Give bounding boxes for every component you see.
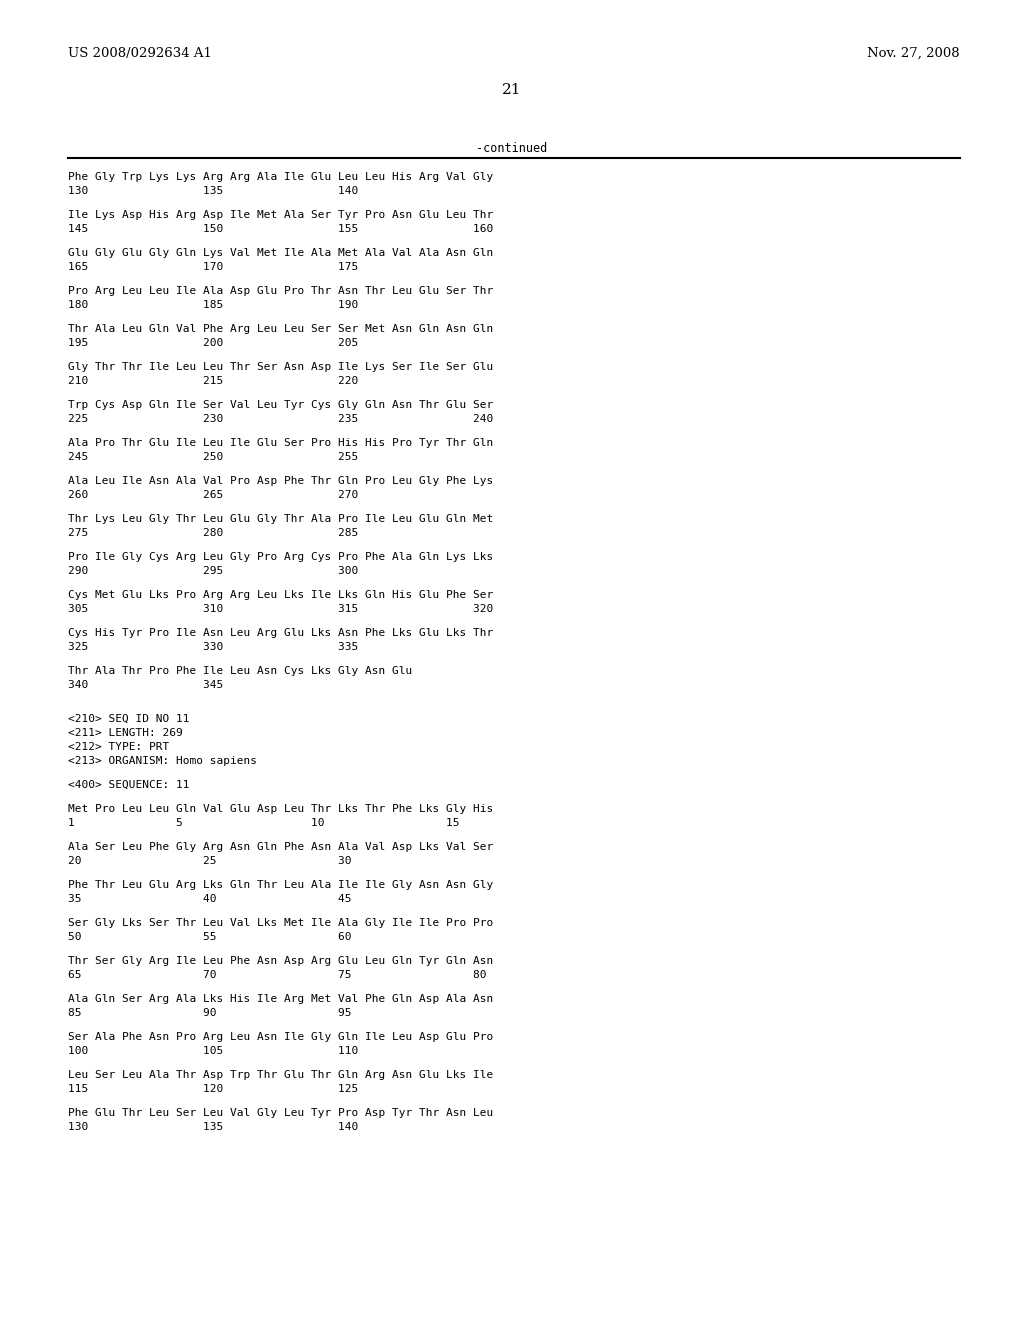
Text: 290                 295                 300: 290 295 300 (68, 566, 358, 576)
Text: 245                 250                 255: 245 250 255 (68, 451, 358, 462)
Text: -continued: -continued (476, 141, 548, 154)
Text: Cys Met Glu Lks Pro Arg Arg Leu Lks Ile Lks Gln His Glu Phe Ser: Cys Met Glu Lks Pro Arg Arg Leu Lks Ile … (68, 590, 494, 601)
Text: Ala Gln Ser Arg Ala Lks His Ile Arg Met Val Phe Gln Asp Ala Asn: Ala Gln Ser Arg Ala Lks His Ile Arg Met … (68, 994, 494, 1005)
Text: Glu Gly Glu Gly Gln Lys Val Met Ile Ala Met Ala Val Ala Asn Gln: Glu Gly Glu Gly Gln Lys Val Met Ile Ala … (68, 248, 494, 257)
Text: 225                 230                 235                 240: 225 230 235 240 (68, 414, 494, 424)
Text: 65                  70                  75                  80: 65 70 75 80 (68, 970, 486, 979)
Text: 165                 170                 175: 165 170 175 (68, 261, 358, 272)
Text: 85                  90                  95: 85 90 95 (68, 1008, 351, 1018)
Text: 305                 310                 315                 320: 305 310 315 320 (68, 605, 494, 614)
Text: Ala Leu Ile Asn Ala Val Pro Asp Phe Thr Gln Pro Leu Gly Phe Lys: Ala Leu Ile Asn Ala Val Pro Asp Phe Thr … (68, 477, 494, 486)
Text: Phe Thr Leu Glu Arg Lks Gln Thr Leu Ala Ile Ile Gly Asn Asn Gly: Phe Thr Leu Glu Arg Lks Gln Thr Leu Ala … (68, 880, 494, 890)
Text: Met Pro Leu Leu Gln Val Glu Asp Leu Thr Lks Thr Phe Lks Gly His: Met Pro Leu Leu Gln Val Glu Asp Leu Thr … (68, 804, 494, 814)
Text: 115                 120                 125: 115 120 125 (68, 1084, 358, 1094)
Text: 35                  40                  45: 35 40 45 (68, 894, 351, 904)
Text: 1               5                   10                  15: 1 5 10 15 (68, 818, 460, 828)
Text: 21: 21 (502, 83, 522, 96)
Text: Phe Gly Trp Lys Lys Arg Arg Ala Ile Glu Leu Leu His Arg Val Gly: Phe Gly Trp Lys Lys Arg Arg Ala Ile Glu … (68, 172, 494, 182)
Text: Leu Ser Leu Ala Thr Asp Trp Thr Glu Thr Gln Arg Asn Glu Lks Ile: Leu Ser Leu Ala Thr Asp Trp Thr Glu Thr … (68, 1071, 494, 1080)
Text: Ala Ser Leu Phe Gly Arg Asn Gln Phe Asn Ala Val Asp Lks Val Ser: Ala Ser Leu Phe Gly Arg Asn Gln Phe Asn … (68, 842, 494, 851)
Text: <212> TYPE: PRT: <212> TYPE: PRT (68, 742, 169, 752)
Text: <213> ORGANISM: Homo sapiens: <213> ORGANISM: Homo sapiens (68, 756, 257, 766)
Text: Gly Thr Thr Ile Leu Leu Thr Ser Asn Asp Ile Lys Ser Ile Ser Glu: Gly Thr Thr Ile Leu Leu Thr Ser Asn Asp … (68, 362, 494, 372)
Text: 20                  25                  30: 20 25 30 (68, 855, 351, 866)
Text: 145                 150                 155                 160: 145 150 155 160 (68, 224, 494, 234)
Text: 180                 185                 190: 180 185 190 (68, 300, 358, 310)
Text: 130                 135                 140: 130 135 140 (68, 1122, 358, 1133)
Text: Thr Ser Gly Arg Ile Leu Phe Asn Asp Arg Glu Leu Gln Tyr Gln Asn: Thr Ser Gly Arg Ile Leu Phe Asn Asp Arg … (68, 956, 494, 966)
Text: 325                 330                 335: 325 330 335 (68, 642, 358, 652)
Text: Ile Lys Asp His Arg Asp Ile Met Ala Ser Tyr Pro Asn Glu Leu Thr: Ile Lys Asp His Arg Asp Ile Met Ala Ser … (68, 210, 494, 220)
Text: Pro Arg Leu Leu Ile Ala Asp Glu Pro Thr Asn Thr Leu Glu Ser Thr: Pro Arg Leu Leu Ile Ala Asp Glu Pro Thr … (68, 286, 494, 296)
Text: 340                 345: 340 345 (68, 680, 223, 690)
Text: 195                 200                 205: 195 200 205 (68, 338, 358, 348)
Text: <400> SEQUENCE: 11: <400> SEQUENCE: 11 (68, 780, 189, 789)
Text: Trp Cys Asp Gln Ile Ser Val Leu Tyr Cys Gly Gln Asn Thr Glu Ser: Trp Cys Asp Gln Ile Ser Val Leu Tyr Cys … (68, 400, 494, 411)
Text: 50                  55                  60: 50 55 60 (68, 932, 351, 942)
Text: 260                 265                 270: 260 265 270 (68, 490, 358, 500)
Text: Thr Lys Leu Gly Thr Leu Glu Gly Thr Ala Pro Ile Leu Glu Gln Met: Thr Lys Leu Gly Thr Leu Glu Gly Thr Ala … (68, 513, 494, 524)
Text: 100                 105                 110: 100 105 110 (68, 1045, 358, 1056)
Text: Ser Gly Lks Ser Thr Leu Val Lks Met Ile Ala Gly Ile Ile Pro Pro: Ser Gly Lks Ser Thr Leu Val Lks Met Ile … (68, 917, 494, 928)
Text: Ala Pro Thr Glu Ile Leu Ile Glu Ser Pro His His Pro Tyr Thr Gln: Ala Pro Thr Glu Ile Leu Ile Glu Ser Pro … (68, 438, 494, 447)
Text: Nov. 27, 2008: Nov. 27, 2008 (867, 46, 961, 59)
Text: US 2008/0292634 A1: US 2008/0292634 A1 (68, 46, 212, 59)
Text: 210                 215                 220: 210 215 220 (68, 376, 358, 385)
Text: Cys His Tyr Pro Ile Asn Leu Arg Glu Lks Asn Phe Lks Glu Lks Thr: Cys His Tyr Pro Ile Asn Leu Arg Glu Lks … (68, 628, 494, 638)
Text: 275                 280                 285: 275 280 285 (68, 528, 358, 539)
Text: Pro Ile Gly Cys Arg Leu Gly Pro Arg Cys Pro Phe Ala Gln Lys Lks: Pro Ile Gly Cys Arg Leu Gly Pro Arg Cys … (68, 552, 494, 562)
Text: Thr Ala Leu Gln Val Phe Arg Leu Leu Ser Ser Met Asn Gln Asn Gln: Thr Ala Leu Gln Val Phe Arg Leu Leu Ser … (68, 323, 494, 334)
Text: Ser Ala Phe Asn Pro Arg Leu Asn Ile Gly Gln Ile Leu Asp Glu Pro: Ser Ala Phe Asn Pro Arg Leu Asn Ile Gly … (68, 1032, 494, 1041)
Text: 130                 135                 140: 130 135 140 (68, 186, 358, 195)
Text: <211> LENGTH: 269: <211> LENGTH: 269 (68, 729, 182, 738)
Text: Phe Glu Thr Leu Ser Leu Val Gly Leu Tyr Pro Asp Tyr Thr Asn Leu: Phe Glu Thr Leu Ser Leu Val Gly Leu Tyr … (68, 1107, 494, 1118)
Text: Thr Ala Thr Pro Phe Ile Leu Asn Cys Lks Gly Asn Glu: Thr Ala Thr Pro Phe Ile Leu Asn Cys Lks … (68, 667, 413, 676)
Text: <210> SEQ ID NO 11: <210> SEQ ID NO 11 (68, 714, 189, 723)
